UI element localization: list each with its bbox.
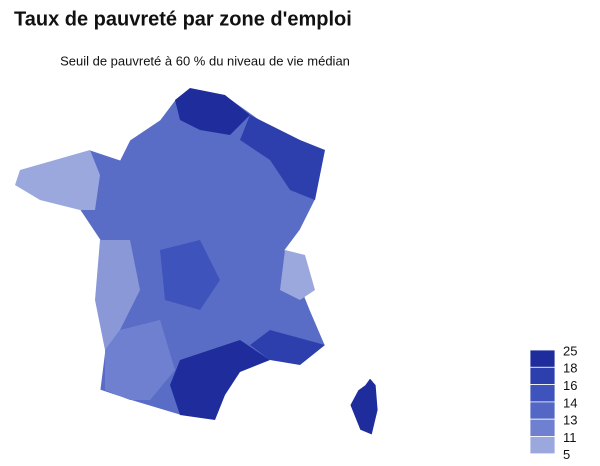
legend-label: 11 <box>563 430 577 445</box>
legend-label: 25 <box>563 343 577 358</box>
region-south <box>170 340 270 420</box>
title: Taux de pauvreté par zone d'emploi <box>14 8 352 30</box>
legend-label: 16 <box>563 378 577 393</box>
region-north <box>175 88 250 135</box>
legend-swatch <box>529 418 556 437</box>
region-west-coast <box>95 240 140 350</box>
legend-swatch <box>529 366 556 385</box>
region-southwest <box>105 320 175 400</box>
legend-swatch <box>529 349 556 368</box>
region-center <box>160 240 220 310</box>
region-alps <box>280 250 315 300</box>
region-northeast <box>240 115 325 200</box>
region-west <box>15 150 100 210</box>
legend-swatch <box>529 401 556 420</box>
subtitle: Seuil de pauvreté à 60 % du niveau de vi… <box>60 53 350 68</box>
legend-label: 13 <box>563 413 577 428</box>
legend-swatch <box>529 384 556 403</box>
map <box>14 87 379 436</box>
legend-label: 5 <box>563 447 570 462</box>
legend: 25 18 16 14 13 11 5 <box>529 343 577 462</box>
corsica <box>349 377 379 436</box>
legend-label: 18 <box>563 361 577 376</box>
region-southeast <box>250 330 325 365</box>
legend-swatch <box>529 436 556 455</box>
legend-label: 14 <box>563 395 577 410</box>
